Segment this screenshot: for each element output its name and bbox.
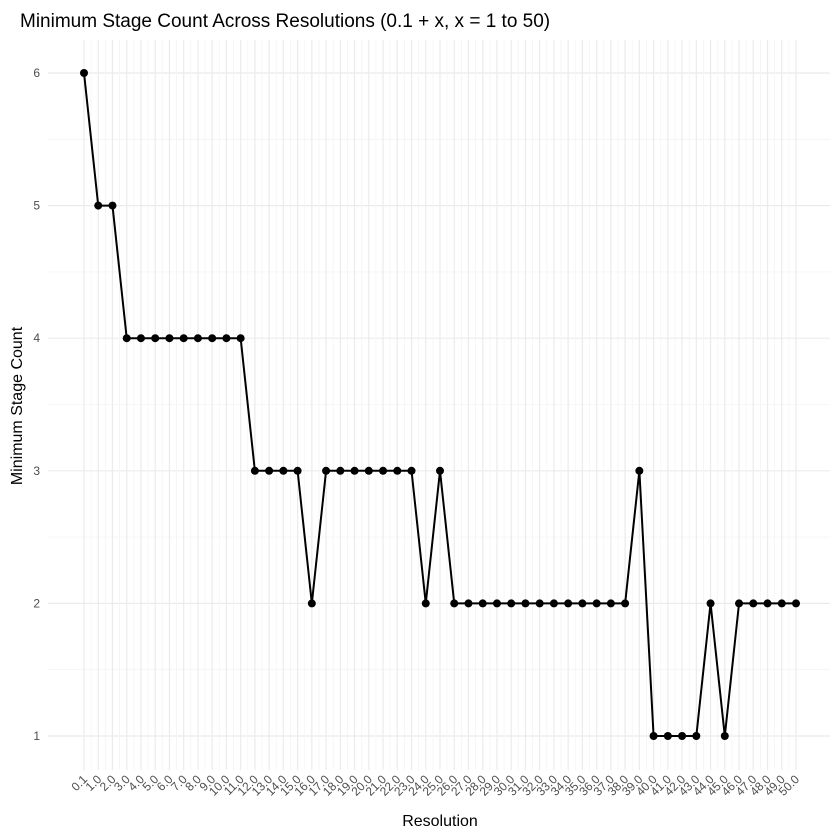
y-tick-label: 2 bbox=[33, 596, 40, 610]
grid bbox=[48, 40, 830, 770]
data-point bbox=[222, 334, 231, 343]
data-point bbox=[165, 334, 174, 343]
data-point bbox=[307, 599, 316, 608]
data-point bbox=[735, 599, 744, 608]
data-point bbox=[492, 599, 501, 608]
data-point bbox=[692, 732, 701, 740]
data-point bbox=[720, 732, 729, 740]
data-point bbox=[421, 599, 430, 608]
series-line-group bbox=[80, 69, 800, 740]
data-point bbox=[336, 466, 345, 475]
x-axis-ticks: 0.11.02.03.04.05.06.07.08.09.010.011.012… bbox=[68, 772, 802, 799]
data-point bbox=[407, 466, 416, 475]
data-point bbox=[507, 599, 516, 608]
data-point bbox=[108, 201, 117, 210]
data-point bbox=[179, 334, 188, 343]
data-point bbox=[293, 466, 302, 475]
y-tick-label: 4 bbox=[33, 331, 40, 345]
data-point bbox=[535, 599, 544, 608]
data-point bbox=[80, 69, 88, 77]
data-point bbox=[606, 599, 615, 608]
y-axis-ticks: 1 2 3 4 5 6 bbox=[33, 66, 40, 743]
data-point bbox=[706, 599, 715, 608]
data-point bbox=[649, 732, 658, 740]
data-point bbox=[364, 466, 373, 475]
data-point bbox=[549, 599, 558, 608]
data-point bbox=[279, 466, 288, 475]
data-point bbox=[122, 334, 131, 343]
y-axis-title: Minimum Stage Count bbox=[9, 326, 26, 485]
data-point bbox=[379, 466, 388, 475]
data-point bbox=[521, 599, 530, 608]
data-point bbox=[749, 599, 758, 608]
data-point bbox=[564, 599, 573, 608]
y-tick-label: 3 bbox=[33, 464, 40, 478]
data-point bbox=[436, 466, 444, 475]
y-tick-label: 5 bbox=[33, 199, 40, 213]
data-point bbox=[208, 334, 217, 343]
data-point bbox=[478, 599, 487, 608]
data-point bbox=[236, 334, 245, 343]
data-point bbox=[592, 599, 601, 608]
data-point bbox=[350, 466, 359, 475]
data-point bbox=[678, 732, 687, 740]
data-point bbox=[250, 466, 259, 475]
data-point bbox=[322, 466, 331, 475]
data-point bbox=[663, 732, 672, 740]
data-point bbox=[265, 466, 274, 475]
x-axis-title: Resolution bbox=[402, 813, 478, 830]
y-tick-label: 1 bbox=[33, 729, 40, 743]
data-point bbox=[621, 599, 630, 608]
data-point bbox=[763, 599, 772, 608]
data-point bbox=[792, 599, 800, 608]
data-point bbox=[578, 599, 587, 608]
data-point bbox=[393, 466, 402, 475]
data-point bbox=[136, 334, 145, 343]
y-tick-label: 6 bbox=[33, 66, 40, 80]
data-point bbox=[635, 466, 644, 475]
data-point bbox=[450, 599, 459, 608]
data-point bbox=[94, 201, 103, 210]
data-point bbox=[777, 599, 786, 608]
data-point bbox=[151, 334, 160, 343]
data-point bbox=[193, 334, 202, 343]
chart-title: Minimum Stage Count Across Resolutions (… bbox=[20, 11, 550, 32]
data-point bbox=[464, 599, 473, 608]
